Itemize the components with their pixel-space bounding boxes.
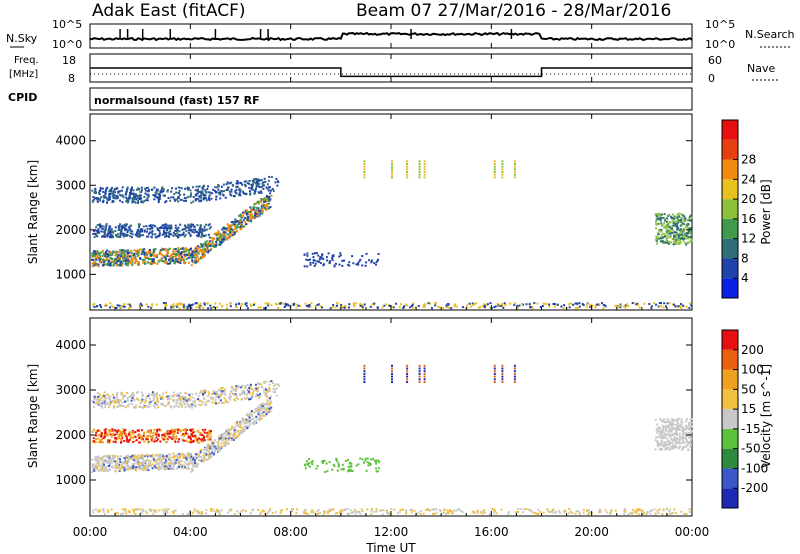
noise-right-tick-top: 10^5 [705, 18, 735, 31]
freq-label: Freq. [14, 55, 39, 66]
colorbar-tick-label: 20 [741, 192, 756, 206]
y-tick-label: 1000 [55, 473, 86, 487]
x-tick-label: 00:00 [675, 525, 710, 539]
radar-title: Adak East (fitACF) [92, 1, 246, 21]
velocity-ylabel: Slant Range [km] [26, 364, 40, 468]
freq-panel: Freq. [MHz] 18 8 60 0 Nave [9, 53, 778, 85]
time-axis: 00:00 04:00 08:00 12:00 16:00 20:00 00:00 [73, 24, 710, 539]
power-scatter [91, 160, 693, 310]
x-tick-label: 00:00 [73, 525, 108, 539]
colorbar-tick-label: 28 [741, 153, 756, 167]
colorbar-tick-label: 12 [741, 232, 756, 246]
freq-unit-label: [MHz] [9, 69, 38, 80]
colorbar-tick-label: -15 [741, 422, 761, 436]
nave-tick-top: 60 [708, 54, 722, 67]
beam-date-title: Beam 07 27/Mar/2016 - 28/Mar/2016 [356, 1, 671, 21]
cpid-label: CPID [8, 91, 37, 104]
colorbar-tick-label: 200 [741, 343, 764, 357]
noise-search-label: N.Search [745, 28, 795, 41]
noise-sky-label: N.Sky [6, 32, 38, 45]
cpid-text: normalsound (fast) 157 RF [94, 94, 260, 107]
noise-trace [89, 29, 693, 42]
noise-right-tick-bottom: 10^0 [705, 38, 735, 51]
velocity-panel: 1000 2000 3000 4000 Slant Range [km] [26, 317, 693, 517]
colorbar-tick-label: 4 [741, 271, 749, 285]
y-tick-label: 2000 [55, 223, 86, 237]
colorbar-tick-label: -100 [741, 461, 768, 475]
colorbar-tick-label: 24 [741, 172, 756, 186]
colorbar-tick-label: 8 [741, 251, 749, 265]
freq-tick-top: 18 [62, 54, 76, 67]
colorbar-tick-label: 15 [741, 402, 756, 416]
y-tick-label: 4000 [55, 134, 86, 148]
colorbar-tick-label: 50 [741, 382, 756, 396]
y-tick-label: 4000 [55, 338, 86, 352]
freq-tick-bottom: 8 [68, 72, 75, 85]
colorbar-tick-label: 16 [741, 212, 756, 226]
velocity-colorbar: 200 100 50 15 -15 -50 -100 -200 [721, 329, 768, 509]
power-colorbar: 4 8 12 16 20 24 28 [721, 119, 756, 299]
time-axis-label: Time UT [365, 541, 416, 554]
noise-panel: N.Sky 10^5 10^0 10^5 10^0 N.Search [6, 18, 795, 51]
colorbar-tick-label: -200 [741, 481, 768, 495]
noise-left-tick-top: 10^5 [52, 18, 82, 31]
velocity-scatter [91, 364, 693, 516]
nave-tick-bottom: 0 [708, 72, 715, 85]
colorbar-tick-label: -50 [741, 442, 761, 456]
y-tick-label: 3000 [55, 178, 86, 192]
x-tick-label: 04:00 [173, 525, 208, 539]
power-ylabel: Slant Range [km] [26, 160, 40, 264]
y-tick-label: 3000 [55, 383, 86, 397]
x-tick-label: 12:00 [374, 525, 409, 539]
y-tick-label: 1000 [55, 267, 86, 281]
freq-trace [90, 67, 692, 78]
colorbar-tick-label: 100 [741, 363, 764, 377]
x-tick-label: 08:00 [273, 525, 308, 539]
y-tick-label: 2000 [55, 428, 86, 442]
cpid-panel: normalsound (fast) 157 RF [89, 87, 693, 111]
velocity-colorbar-label: Velocity [m s^-1] [759, 364, 773, 468]
x-tick-label: 16:00 [474, 525, 509, 539]
noise-left-tick-bottom: 10^0 [52, 38, 82, 51]
power-panel: 1000 2000 3000 4000 Slant Range [km] [26, 113, 693, 311]
power-colorbar-label: Power [dB] [759, 179, 773, 244]
nave-label: Nave [747, 62, 775, 75]
x-tick-label: 20:00 [574, 525, 609, 539]
